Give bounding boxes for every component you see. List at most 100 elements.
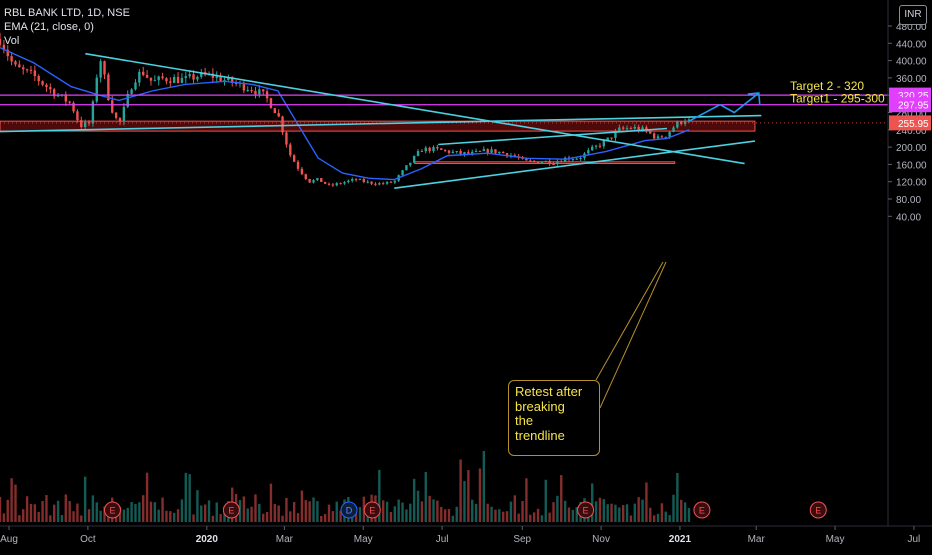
candle-body xyxy=(424,147,427,152)
candle-body xyxy=(389,181,393,183)
volume-bar xyxy=(215,502,218,522)
candle-body xyxy=(64,94,68,102)
volume-bar xyxy=(157,509,160,522)
support-zone xyxy=(414,161,676,165)
candle-body xyxy=(614,131,617,138)
candle-body xyxy=(304,174,307,180)
symbol-title[interactable]: RBL BANK LTD, 1D, NSE xyxy=(4,7,130,19)
volume-bar xyxy=(440,506,443,522)
volume-bar xyxy=(56,500,60,522)
volume-bar xyxy=(409,503,412,522)
candle-body xyxy=(680,121,683,124)
candle-body xyxy=(428,147,431,152)
volume-bar xyxy=(443,509,447,522)
volume-bar xyxy=(389,511,393,522)
candle-body xyxy=(114,112,118,118)
volume-bar xyxy=(614,504,617,522)
volume-bar xyxy=(378,469,381,522)
candle-body xyxy=(2,44,6,50)
candle-body xyxy=(118,117,122,122)
retest-line-1: Retest after xyxy=(515,384,583,399)
candle-body xyxy=(532,160,536,162)
retest-annotation[interactable]: Retest after breaking the trendline xyxy=(508,380,600,456)
volume-bar xyxy=(165,510,168,522)
price-tick-label: 40.00 xyxy=(896,212,921,223)
candle-body xyxy=(37,76,40,82)
volume-bar xyxy=(540,515,544,522)
time-tick-label: 2021 xyxy=(669,534,692,545)
volume-bar xyxy=(428,495,431,522)
candle-body xyxy=(575,158,578,160)
volume-bar xyxy=(385,501,389,522)
candle-body xyxy=(103,61,106,75)
earnings-marker xyxy=(809,501,827,519)
time-tick-label: Sep xyxy=(513,534,531,545)
volume-bar xyxy=(447,509,451,522)
volume-bar xyxy=(397,499,400,522)
volume-bar xyxy=(463,481,466,522)
candle-body xyxy=(505,153,509,157)
trendlines[interactable] xyxy=(0,52,762,189)
candle-body xyxy=(362,179,366,182)
candle-body xyxy=(273,108,277,114)
volume-bar xyxy=(451,515,455,522)
time-axis[interactable]: Aug Oct 2020 Mar May Jul Sep Nov 2021 Mar May Jul xyxy=(0,525,932,545)
volume-bar xyxy=(207,500,211,522)
currency-badge[interactable]: INR xyxy=(899,5,927,25)
volume-bar xyxy=(505,511,509,522)
volume-bar xyxy=(327,504,331,522)
candle-body xyxy=(556,161,559,165)
volume-bar xyxy=(265,511,269,522)
retest-line-2: breaking xyxy=(515,398,565,414)
volume-bar xyxy=(509,501,513,522)
volume-bar xyxy=(335,501,338,522)
ema-legend[interactable]: EMA (21, close, 0) xyxy=(4,21,94,33)
volume-bar xyxy=(118,506,122,522)
candle-body xyxy=(587,150,590,154)
candle-body xyxy=(490,149,493,153)
volume-bar xyxy=(161,497,164,522)
candle-body xyxy=(629,128,633,130)
candle-body xyxy=(339,183,342,185)
price-tick-label: 400.00 xyxy=(896,57,927,68)
volume-bar xyxy=(529,514,532,522)
candle-body xyxy=(223,79,226,82)
volume-bar xyxy=(188,474,191,522)
candle-body xyxy=(258,89,261,95)
volume-bar xyxy=(420,501,424,522)
candle-body xyxy=(459,151,462,155)
volume-bar xyxy=(60,514,64,522)
candle-body xyxy=(184,76,187,79)
earnings-marker xyxy=(103,501,121,519)
volume-bar xyxy=(606,504,609,522)
chart-legend: RBL BANK LTD, 1D, NSE EMA (21, close, 0)… xyxy=(4,6,130,48)
candle-body xyxy=(242,82,246,91)
candle-body xyxy=(351,179,354,181)
time-tick-label: Oct xyxy=(80,534,96,545)
candle-body xyxy=(676,121,679,128)
candle-body xyxy=(134,82,137,90)
volume-bar xyxy=(52,504,56,522)
volume-legend[interactable]: Vol xyxy=(4,35,20,47)
candle-body xyxy=(471,151,474,154)
candle-body xyxy=(560,161,563,163)
candle-body xyxy=(172,77,176,83)
price-axis[interactable]: 40.00 80.00 120.00 160.00 200.00 240.00 280.00… xyxy=(887,0,927,526)
time-tick-label: Nov xyxy=(592,534,610,545)
volume-bar xyxy=(142,495,145,522)
volume-bar xyxy=(172,512,176,522)
horizontal-levels[interactable] xyxy=(0,94,888,124)
candle-body xyxy=(72,102,75,112)
projection-arrow[interactable] xyxy=(688,92,761,122)
volume-bar xyxy=(656,513,660,522)
volume-bar xyxy=(149,501,153,522)
volume-bar xyxy=(134,504,137,522)
volume-bar xyxy=(176,509,180,522)
volume-bar xyxy=(203,504,207,522)
candle-body xyxy=(486,149,489,153)
candle-body xyxy=(432,146,435,152)
candle-body xyxy=(660,136,664,138)
